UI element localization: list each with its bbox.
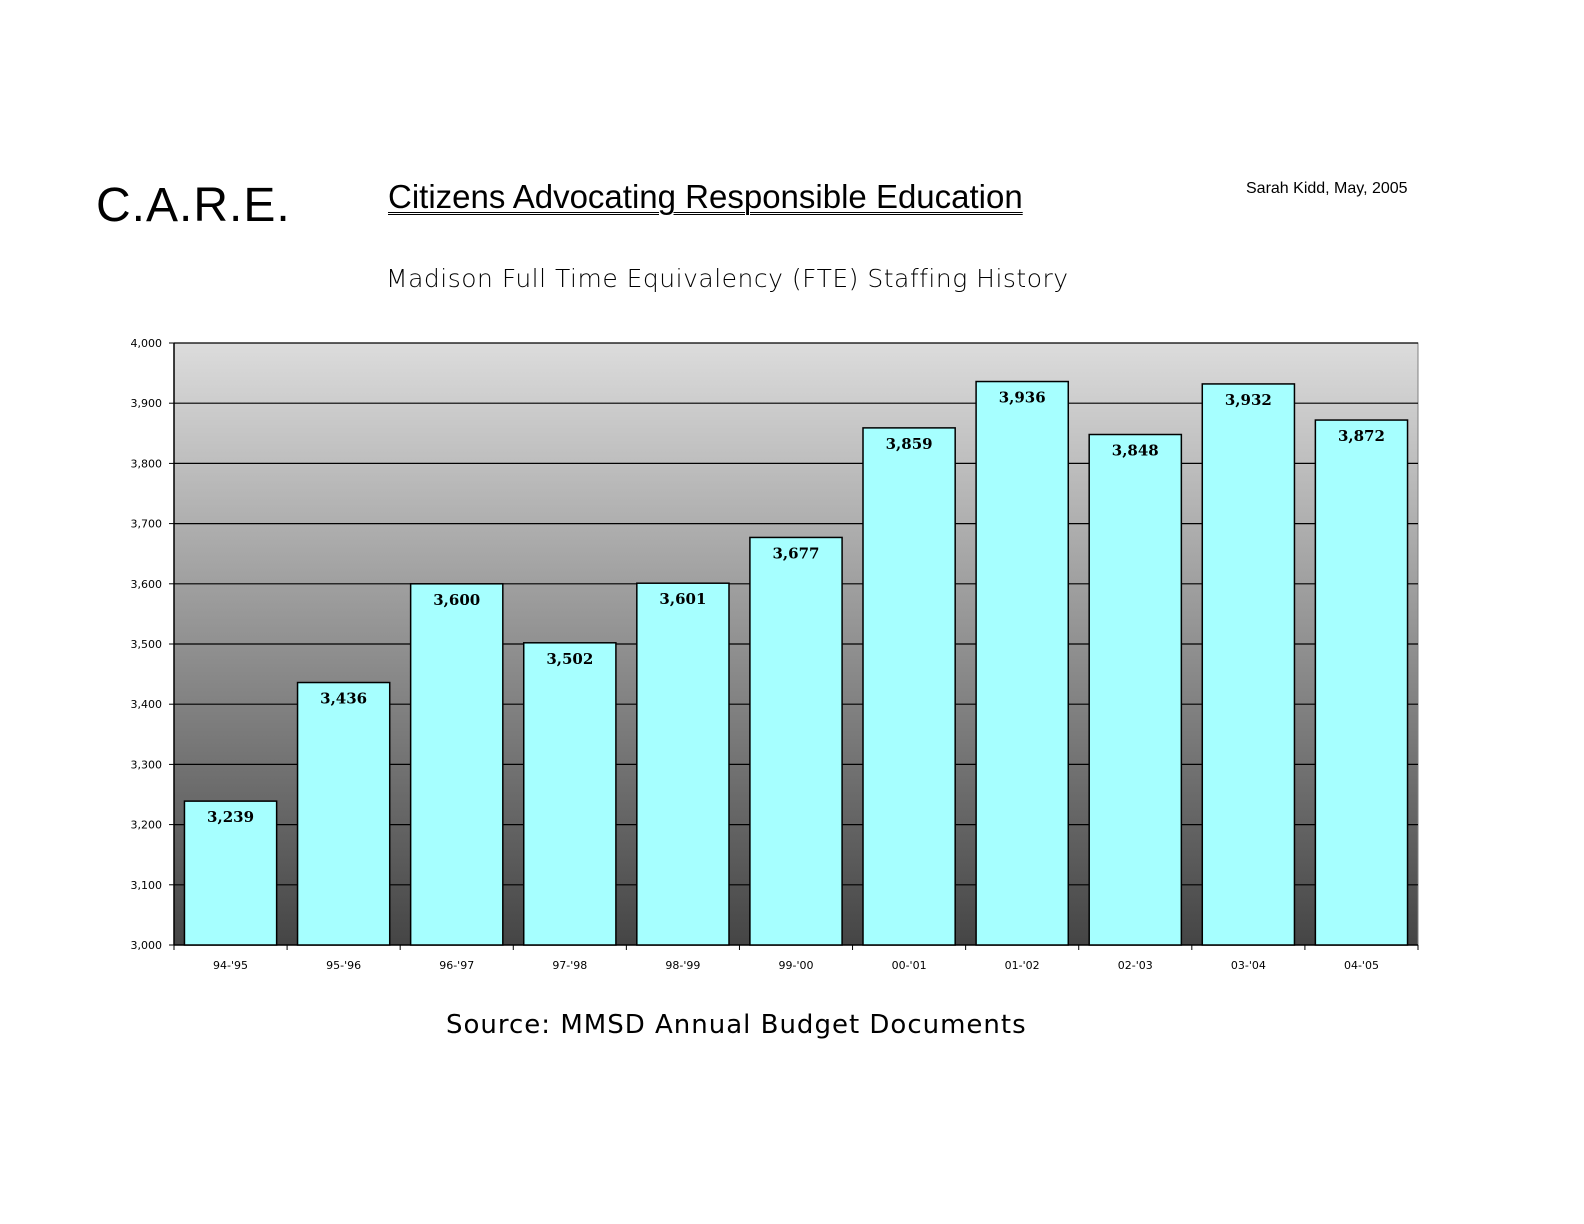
x-tick-label: 97-'98 <box>552 959 587 972</box>
x-tick-label: 03-'04 <box>1231 959 1266 972</box>
bar <box>975 380 1070 946</box>
bar <box>1314 419 1409 946</box>
y-tick-label: 3,700 <box>131 518 163 531</box>
data-label: 3,600 <box>433 591 480 609</box>
data-label: 3,436 <box>320 690 367 708</box>
x-tick-label: 02-'03 <box>1118 959 1153 972</box>
bar <box>183 800 278 946</box>
x-tick-label: 98-'99 <box>665 959 700 972</box>
bar <box>522 642 617 946</box>
y-tick-label: 3,900 <box>131 397 163 410</box>
org-full-name: Citizens Advocating Responsible Educatio… <box>388 178 1023 215</box>
data-label: 3,601 <box>659 590 706 608</box>
x-tick-label: 01-'02 <box>1005 959 1040 972</box>
x-tick-label: 94-'95 <box>213 959 248 972</box>
x-tick-label: 00-'01 <box>892 959 927 972</box>
bar <box>636 582 730 946</box>
y-tick-label: 3,300 <box>131 758 163 771</box>
bar <box>1201 383 1296 946</box>
y-tick-label: 3,600 <box>131 578 163 591</box>
bar <box>409 583 504 946</box>
y-tick-label: 3,800 <box>131 457 163 470</box>
bar <box>862 427 956 946</box>
data-label: 3,936 <box>999 389 1046 407</box>
y-tick-label: 3,100 <box>131 879 163 892</box>
data-label: 3,848 <box>1112 442 1159 460</box>
chart-title: Madison Full Time Equivalency (FTE) Staf… <box>386 264 1069 293</box>
data-label: 3,502 <box>546 650 593 668</box>
y-tick-label: 3,400 <box>131 698 163 711</box>
bar <box>749 536 843 946</box>
x-tick-label: 99-'00 <box>779 959 814 972</box>
x-tick-label: 96-'97 <box>439 959 474 972</box>
y-tick-label: 3,500 <box>131 638 163 651</box>
data-label: 3,859 <box>886 435 933 453</box>
author-date: Sarah Kidd, May, 2005 <box>1246 180 1408 197</box>
y-tick-label: 4,000 <box>131 337 163 350</box>
bar <box>1088 433 1183 946</box>
data-label: 3,677 <box>773 544 820 562</box>
x-tick-label: 04-'05 <box>1344 959 1379 972</box>
data-label: 3,932 <box>1225 391 1272 409</box>
chart-source: Source: MMSD Annual Budget Documents <box>446 1010 1027 1040</box>
data-label: 3,239 <box>207 808 254 826</box>
y-tick-label: 3,200 <box>131 819 163 832</box>
org-acronym: C.A.R.E. <box>96 179 291 232</box>
y-tick-label: 3,000 <box>131 939 163 952</box>
data-label: 3,872 <box>1338 427 1385 445</box>
bar <box>296 681 391 946</box>
x-tick-label: 95-'96 <box>326 959 361 972</box>
